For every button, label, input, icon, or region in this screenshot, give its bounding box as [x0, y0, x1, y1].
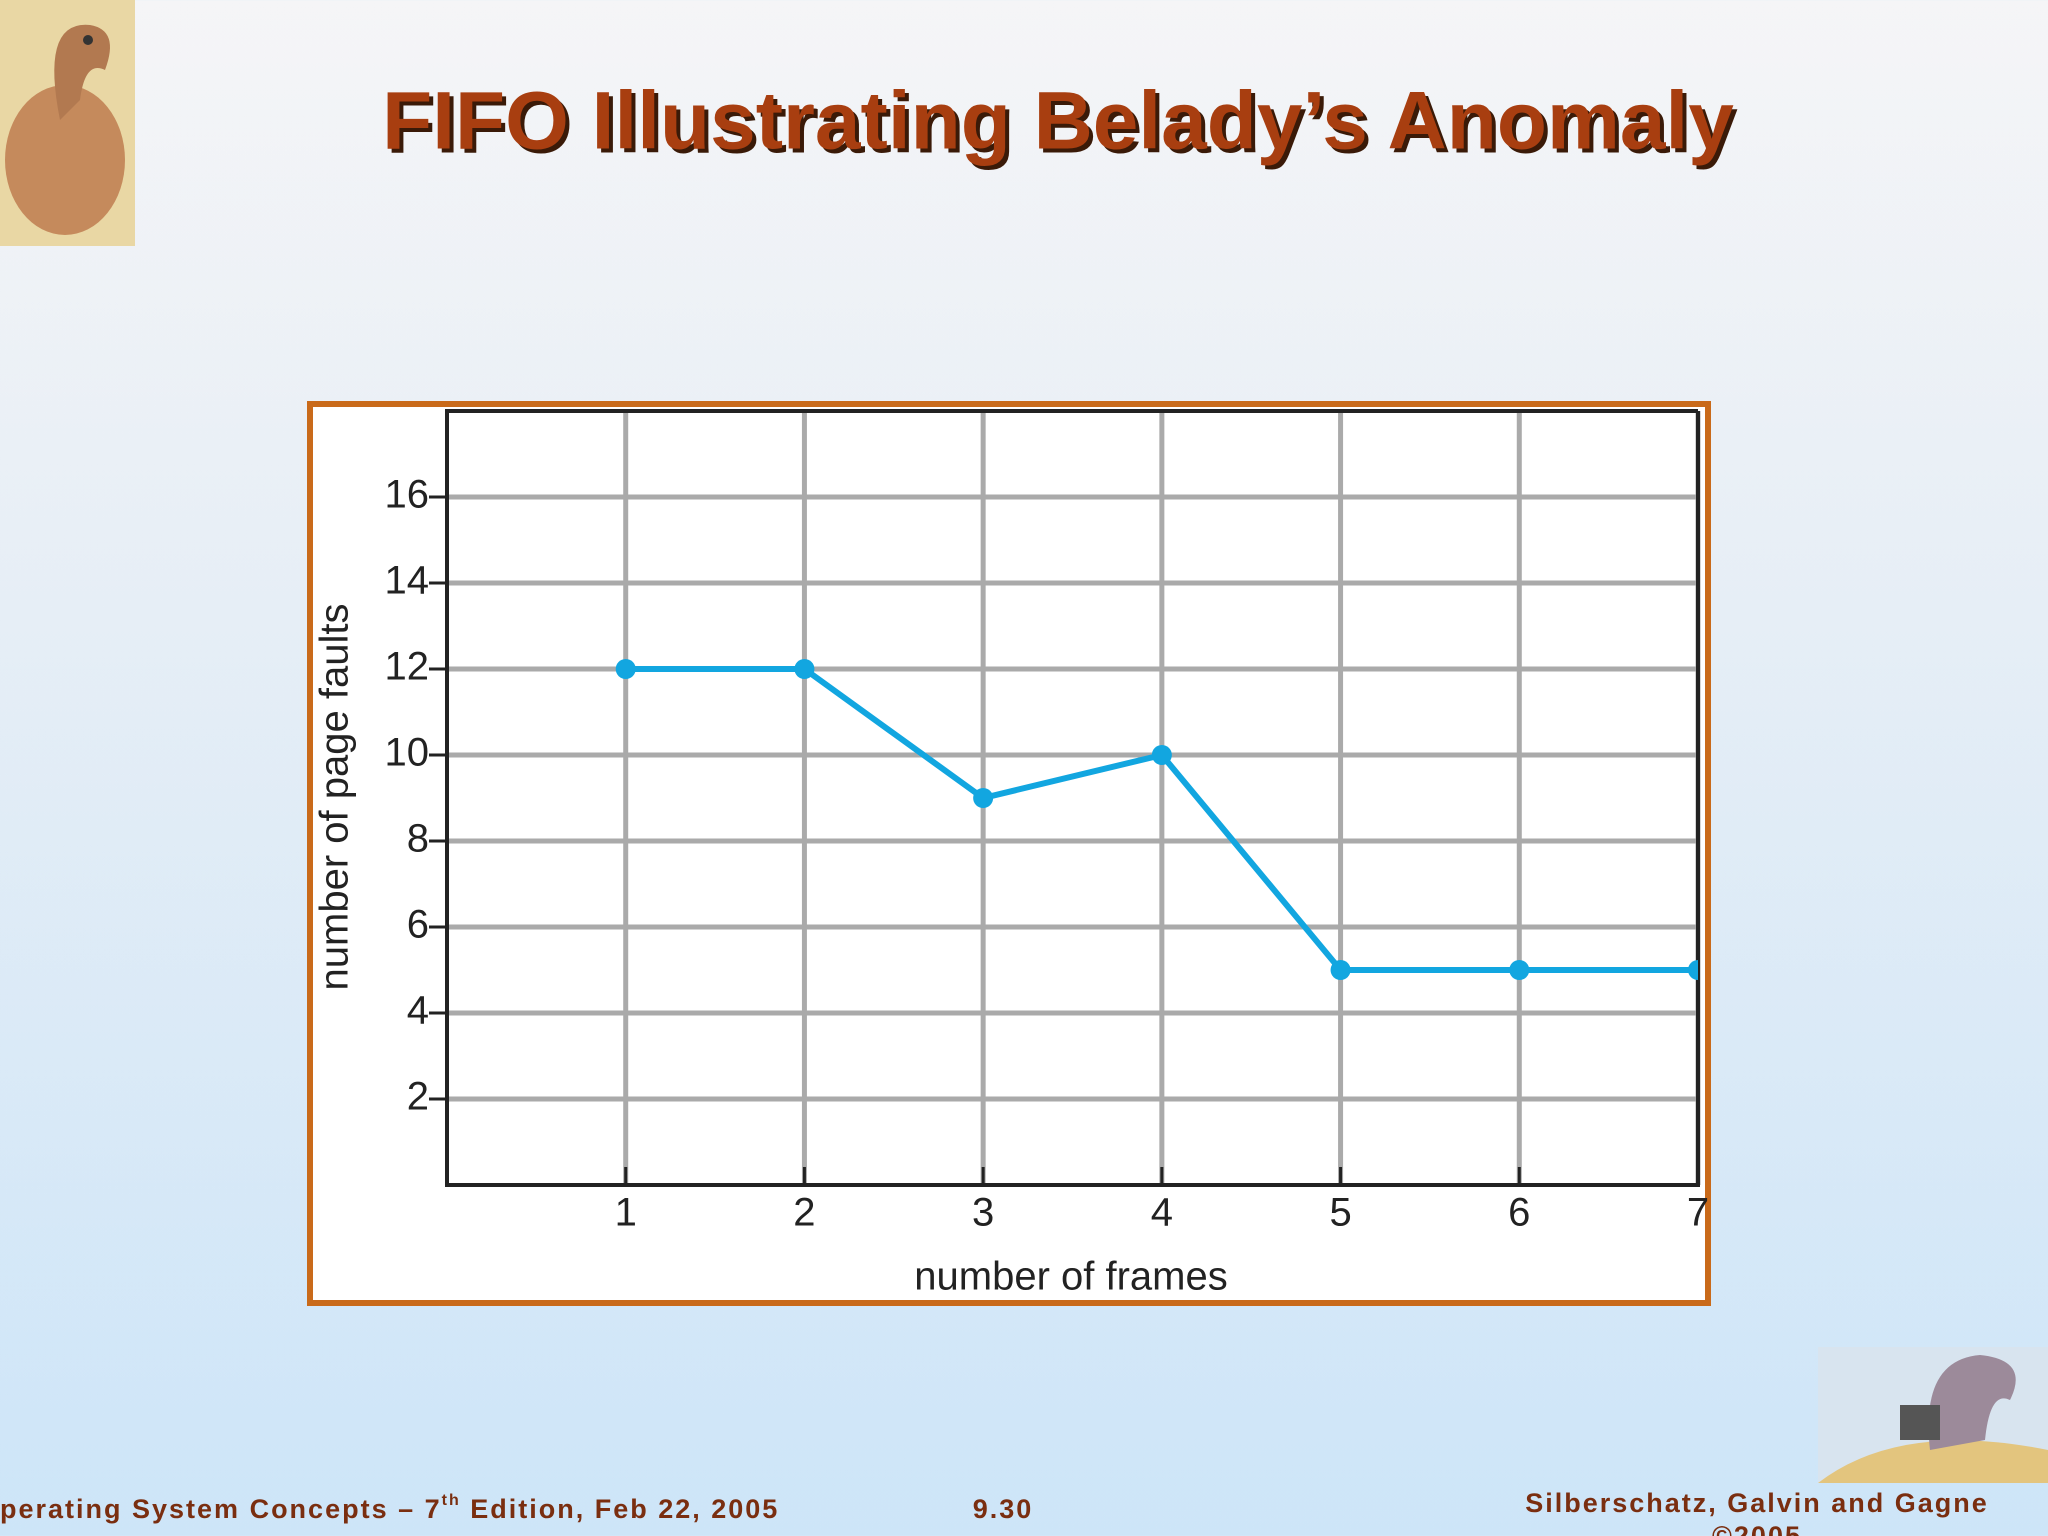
chart-frame [307, 401, 1711, 1306]
y-tick-label: 2 [407, 1075, 429, 1119]
x-tick-label: 7 [1687, 1191, 1709, 1235]
data-point [1509, 960, 1530, 980]
x-tick-label: 4 [1151, 1191, 1173, 1235]
y-tick-label: 16 [385, 473, 430, 517]
y-axis-label: number of page faults [313, 604, 357, 991]
x-tick-label: 2 [793, 1191, 815, 1235]
data-point [1688, 960, 1698, 980]
axes [445, 409, 1700, 1187]
data-point [1151, 745, 1172, 765]
x-tick-label: 1 [615, 1191, 637, 1235]
footer-left: perating System Concepts – 7th Edition, … [0, 1492, 779, 1524]
footer-copyright: ©2005 [1712, 1521, 1802, 1536]
y-tick-label: 14 [385, 559, 430, 603]
x-tick-label: 6 [1508, 1191, 1530, 1235]
x-tick-label: 5 [1329, 1191, 1351, 1235]
data-point [1330, 960, 1351, 980]
data-point [973, 788, 994, 808]
y-tick-label: 4 [407, 989, 429, 1033]
chart-title: FIFO Illustrating Belady’s Anomaly [382, 76, 1734, 167]
data-point [615, 659, 636, 679]
dino-bottom [1818, 1347, 2048, 1483]
footer-right: Silberschatz, Galvin and Gagne [1525, 1488, 1989, 1518]
y-tick-label: 8 [407, 817, 429, 861]
title-shadow: FIFO Illustrating Belady’s Anomaly [386, 80, 1738, 171]
y-tick-label: 12 [385, 645, 430, 689]
dino-top [0, 0, 135, 246]
x-tick-label: 3 [972, 1191, 994, 1235]
data-point [794, 659, 815, 679]
x-axis-label: number of frames [914, 1255, 1227, 1299]
page-number: 9.30 [973, 1494, 1034, 1524]
y-tick-label: 10 [385, 731, 430, 775]
y-tick-label: 6 [407, 903, 429, 947]
